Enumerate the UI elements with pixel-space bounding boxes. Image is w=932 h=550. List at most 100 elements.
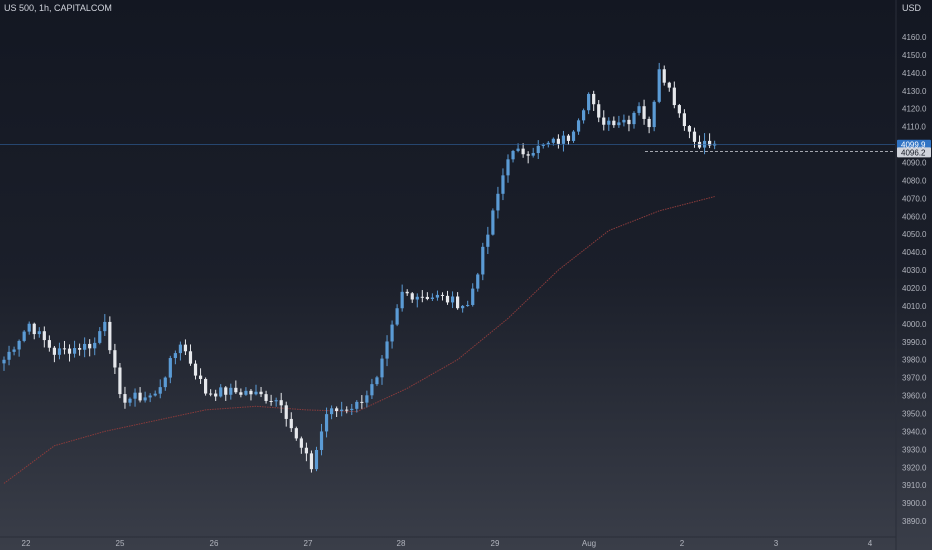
y-tick-label: 3940.0 bbox=[902, 427, 927, 436]
candle-body bbox=[12, 349, 16, 352]
ma-series bbox=[3, 196, 715, 484]
candle-body bbox=[582, 110, 586, 121]
candle-body bbox=[32, 323, 36, 335]
candle-body bbox=[148, 395, 152, 398]
candle-body bbox=[425, 296, 429, 299]
candle-body bbox=[345, 409, 349, 411]
y-tick-label: 3950.0 bbox=[902, 409, 927, 418]
candle-body bbox=[536, 145, 540, 154]
candle-body bbox=[531, 153, 535, 156]
candle-body bbox=[27, 323, 31, 332]
y-tick-label: 4060.0 bbox=[902, 212, 927, 221]
candle-body bbox=[612, 120, 616, 126]
candle-body bbox=[682, 113, 686, 127]
candle-body bbox=[380, 358, 384, 378]
currency-label: USD bbox=[902, 3, 922, 13]
candle-body bbox=[289, 418, 293, 429]
y-tick-label: 3920.0 bbox=[902, 463, 927, 472]
x-tick-label: 4 bbox=[868, 539, 873, 548]
candle-body bbox=[440, 294, 445, 296]
candle-body bbox=[385, 341, 389, 359]
candle-body bbox=[138, 392, 142, 401]
x-tick-label: 26 bbox=[210, 539, 219, 548]
candle-body bbox=[219, 387, 223, 397]
candle-body bbox=[193, 363, 198, 376]
candle-body bbox=[672, 87, 676, 106]
candle-body bbox=[677, 105, 681, 114]
candle-body bbox=[571, 131, 576, 141]
candle-body bbox=[133, 392, 137, 399]
candle-body bbox=[83, 343, 87, 350]
candle-body bbox=[481, 246, 485, 275]
candle-body bbox=[355, 401, 359, 409]
y-tick-label: 4080.0 bbox=[902, 176, 927, 185]
candle-body bbox=[607, 120, 611, 125]
candle-body bbox=[370, 384, 374, 396]
y-tick-label: 4020.0 bbox=[902, 284, 927, 293]
candle-body bbox=[632, 112, 636, 125]
y-tick-label: 3900.0 bbox=[902, 499, 927, 508]
candle-body bbox=[476, 274, 480, 289]
y-tick-label: 4160.0 bbox=[902, 33, 927, 42]
candle-body bbox=[667, 82, 671, 88]
candle-body bbox=[561, 135, 566, 144]
candle-body bbox=[617, 122, 621, 126]
candle-body bbox=[506, 159, 510, 176]
candle-body bbox=[461, 305, 465, 309]
candle-body bbox=[284, 405, 288, 419]
candle-body bbox=[496, 193, 500, 211]
candle-body bbox=[551, 138, 555, 143]
candle-body bbox=[471, 288, 475, 305]
candle-body bbox=[93, 342, 97, 349]
candle-body bbox=[173, 353, 177, 359]
candle-body bbox=[224, 387, 228, 395]
candle-body bbox=[566, 135, 571, 141]
candle-body bbox=[2, 359, 6, 364]
candle-body bbox=[415, 296, 419, 300]
candles bbox=[2, 62, 717, 473]
candle-body bbox=[254, 391, 258, 395]
x-tick-label: 2 bbox=[680, 539, 685, 548]
candle-body bbox=[57, 348, 62, 355]
candle-body bbox=[330, 408, 334, 415]
candle-body bbox=[168, 358, 172, 378]
y-tick-label: 4000.0 bbox=[902, 320, 927, 329]
candle-body bbox=[597, 104, 601, 118]
candle-body bbox=[274, 400, 278, 402]
candle-body bbox=[708, 140, 712, 146]
y-tick-label: 4050.0 bbox=[902, 230, 927, 239]
candle-body bbox=[52, 347, 56, 355]
candle-body bbox=[445, 295, 450, 303]
candle-body bbox=[360, 401, 364, 403]
candle-body bbox=[103, 321, 107, 332]
svg-text:4099.9: 4099.9 bbox=[901, 141, 926, 150]
candle-body bbox=[37, 331, 41, 335]
y-tick-label: 4140.0 bbox=[902, 69, 927, 78]
candle-body bbox=[410, 293, 414, 300]
candle-body bbox=[319, 431, 324, 450]
candle-body bbox=[622, 119, 626, 123]
price-axis[interactable]: 4160.04150.04140.04130.04120.04110.04100… bbox=[902, 33, 927, 526]
candle-body bbox=[657, 69, 661, 102]
candle-body bbox=[294, 428, 298, 439]
candle-body bbox=[662, 69, 666, 83]
candle-body bbox=[153, 393, 157, 396]
candle-body bbox=[244, 390, 248, 395]
candle-body bbox=[400, 291, 404, 309]
time-axis[interactable]: 22 25 26 27 28 29 Aug 2 3 4 bbox=[22, 539, 873, 548]
candle-body bbox=[526, 154, 530, 156]
candle-body bbox=[178, 344, 182, 354]
svg-text:4096.2: 4096.2 bbox=[901, 148, 926, 157]
y-tick-label: 3960.0 bbox=[902, 392, 927, 401]
candle-body bbox=[309, 453, 314, 470]
candle-body bbox=[17, 340, 21, 350]
candle-body bbox=[304, 447, 308, 454]
candle-body bbox=[602, 117, 606, 125]
candle-body bbox=[118, 367, 122, 395]
candle-body bbox=[486, 234, 490, 247]
y-tick-label: 4130.0 bbox=[902, 87, 927, 96]
candle-body bbox=[450, 296, 455, 303]
candle-body bbox=[521, 148, 525, 155]
candle-body bbox=[314, 449, 319, 470]
